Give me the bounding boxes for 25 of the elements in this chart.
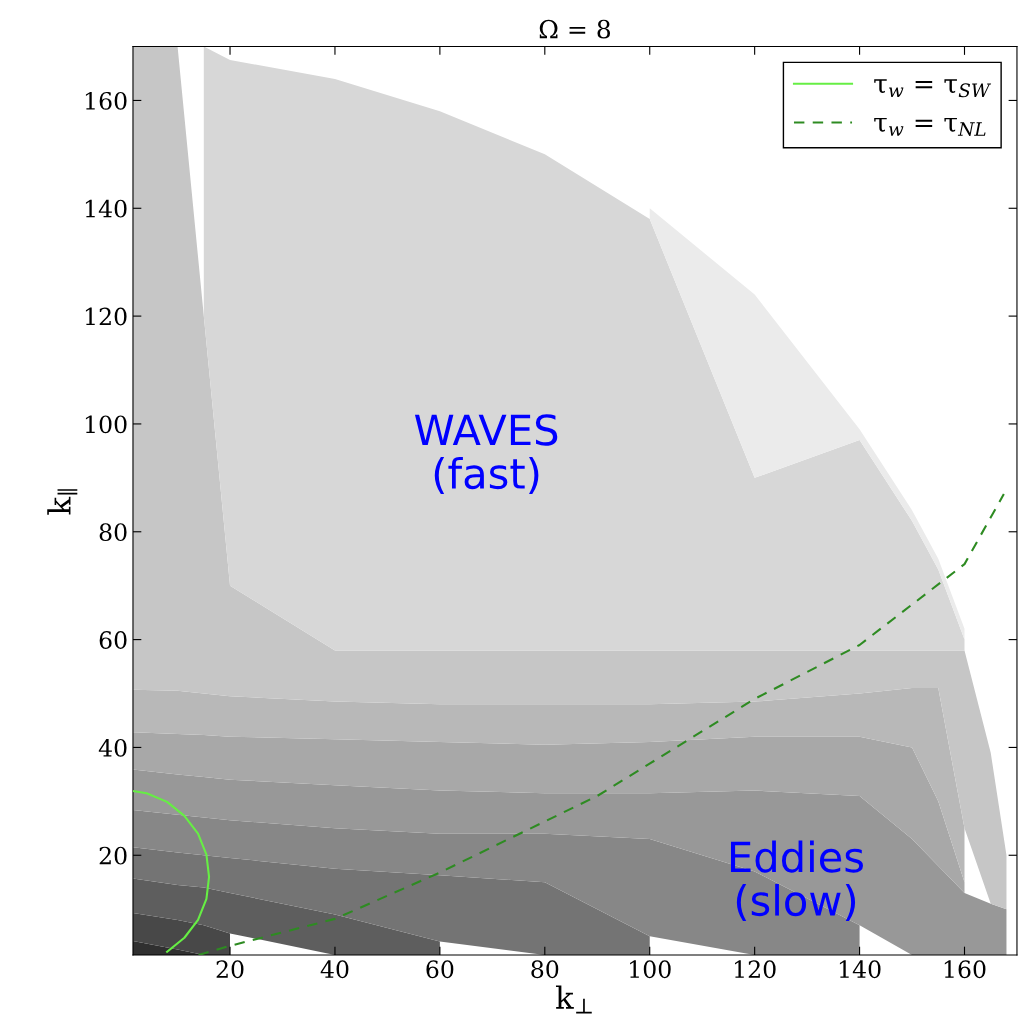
line-series: [132, 790, 211, 953]
x-tick-label: 60: [426, 960, 454, 979]
y-tick-label: 100: [85, 415, 127, 434]
y-tick-label: 140: [85, 199, 127, 218]
chart-title: Ω = 8: [539, 19, 611, 39]
x-tick-label: 80: [531, 960, 559, 979]
y-tick-label: 20: [99, 846, 127, 865]
x-axis-title: k$_{⊥}$: [555, 985, 592, 1014]
annotation: WAVES (fast): [414, 414, 558, 495]
x-tick-label: 140: [839, 960, 881, 979]
legend-label: τ$_{w}$ = τ$_{SW}$: [874, 79, 992, 98]
y-axis-title: k$_{∥}$: [47, 489, 78, 515]
x-tick-label: 160: [944, 960, 986, 979]
legend-label: τ$_{w}$ = τ$_{NL}$: [874, 117, 986, 137]
x-tick-label: 20: [216, 960, 244, 979]
annotation: Eddies (slow): [730, 840, 863, 922]
line-series: [197, 492, 1005, 955]
x-tick-label: 120: [735, 960, 776, 979]
y-tick-label: 40: [98, 738, 127, 757]
y-tick-label: 60: [99, 631, 127, 649]
y-tick-label: 160: [85, 91, 127, 110]
x-tick-label: 100: [630, 960, 671, 979]
x-tick-label: 40: [320, 960, 349, 979]
y-tick-label: 80: [99, 523, 127, 542]
y-tick-label: 120: [85, 307, 127, 326]
